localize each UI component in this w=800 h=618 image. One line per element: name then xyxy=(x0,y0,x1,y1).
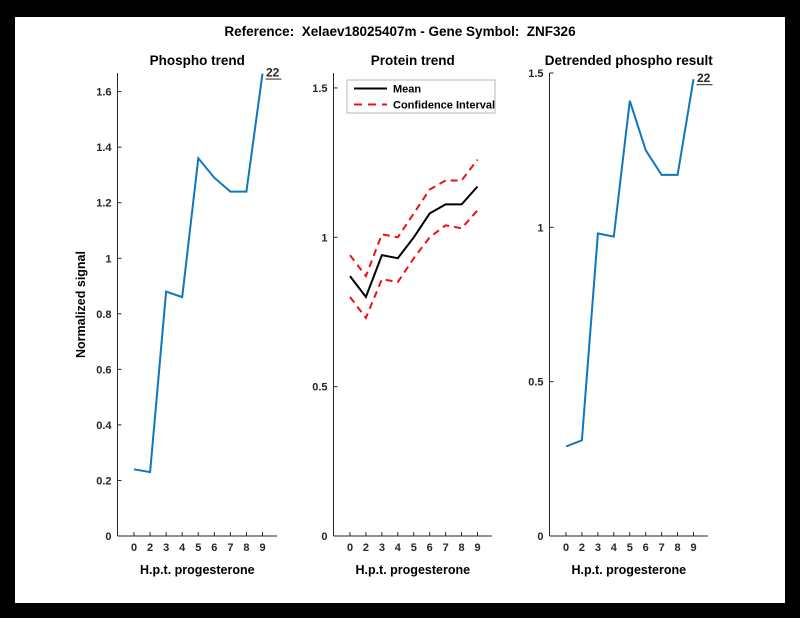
x-tick-label: 6 xyxy=(643,542,649,554)
series-detrended-phospho-signal xyxy=(565,79,695,448)
legend-entry-label: Confidence Interval xyxy=(393,100,495,112)
x-axis-label: H.p.t. progesterone xyxy=(571,563,686,577)
y-tick-label: 0.2 xyxy=(96,475,111,487)
x-tick-label: 3 xyxy=(379,542,385,554)
x-tick-label: 9 xyxy=(474,542,480,554)
endpoint-annotation: 22 xyxy=(697,71,711,85)
y-tick-label: 0 xyxy=(537,531,543,543)
x-tick-label: 4 xyxy=(611,542,618,554)
series-confidence-interval-lower xyxy=(349,209,479,320)
y-tick-label: 0.6 xyxy=(96,364,111,376)
y-tick-label: 1.6 xyxy=(96,87,111,99)
x-tick-label: 8 xyxy=(243,542,249,554)
y-tick-label: 0 xyxy=(321,531,327,543)
x-axis-label: H.p.t. progesterone xyxy=(140,563,255,577)
charts-svg: 0 2 3 4 5 6 7 8 900.20.40.60.811.21.41.622Phosph… xyxy=(74,53,713,577)
series-confidence-interval-upper xyxy=(349,158,479,279)
x-tick-label: 7 xyxy=(443,542,449,554)
x-axis-label: H.p.t. progesterone xyxy=(355,563,470,577)
x-tick-label: 2 xyxy=(147,542,153,554)
figure-title: Reference: Xelaev18025407m - Gene Symbol… xyxy=(224,24,576,39)
y-tick-label: 0.5 xyxy=(312,382,327,394)
y-tick-label: 1 xyxy=(321,232,327,244)
x-tick-label: 5 xyxy=(627,542,633,554)
x-tick-label: 3 xyxy=(163,542,169,554)
y-tick-label: 1.5 xyxy=(528,68,543,80)
y-tick-label: 0.8 xyxy=(96,309,111,321)
legend-entry-label: Mean xyxy=(393,84,421,96)
x-tick-label: 0 xyxy=(563,542,569,554)
subplot-phospho-trend: 0 2 3 4 5 6 7 8 900.20.40.60.811.21.41.622Phosph… xyxy=(74,53,282,577)
y-tick-label: 0 xyxy=(105,531,111,543)
series-mean xyxy=(349,185,479,300)
x-tick-label: 6 xyxy=(211,542,217,554)
legend-box xyxy=(346,79,496,114)
series-phospho-signal xyxy=(133,73,264,474)
x-tick-label: 7 xyxy=(227,542,233,554)
subplot-title: Protein trend xyxy=(371,53,455,68)
x-tick-label: 8 xyxy=(675,542,681,554)
legend: Mean Confidence Interval xyxy=(346,79,496,114)
x-tick-label: 4 xyxy=(395,542,402,554)
x-tick-label: 6 xyxy=(427,542,433,554)
x-tick-label: 0 xyxy=(347,542,353,554)
x-tick-label: 9 xyxy=(259,542,265,554)
x-tick-label: 2 xyxy=(363,542,369,554)
x-tick-label: 8 xyxy=(459,542,465,554)
x-tick-label: 5 xyxy=(195,542,201,554)
subplot-title: Detrended phospho result xyxy=(545,53,714,68)
y-tick-label: 0.5 xyxy=(528,377,543,389)
y-tick-label: 0.4 xyxy=(96,420,112,432)
figure-canvas: Reference: Xelaev18025407m - Gene Symbol… xyxy=(15,17,785,603)
x-tick-label: 3 xyxy=(595,542,601,554)
y-axis-label: Normalized signal xyxy=(74,251,88,358)
x-tick-label: 5 xyxy=(411,542,417,554)
y-tick-label: 1 xyxy=(105,253,111,265)
x-tick-label: 2 xyxy=(579,542,585,554)
x-tick-label: 7 xyxy=(659,542,665,554)
endpoint-annotation: 22 xyxy=(266,66,280,80)
x-tick-label: 9 xyxy=(690,542,696,554)
y-tick-label: 1.5 xyxy=(312,83,327,95)
y-tick-label: 1.2 xyxy=(96,198,111,210)
x-tick-label: 4 xyxy=(179,542,186,554)
y-tick-label: 1 xyxy=(537,222,543,234)
subplot-title: Phospho trend xyxy=(150,53,245,68)
x-tick-label: 0 xyxy=(131,542,137,554)
y-tick-label: 1.4 xyxy=(96,142,112,154)
